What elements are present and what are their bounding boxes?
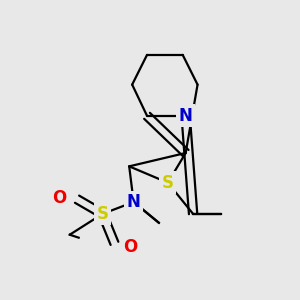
- Text: N: N: [179, 107, 193, 125]
- Text: O: O: [123, 238, 137, 256]
- Text: S: S: [162, 174, 174, 192]
- Text: S: S: [96, 205, 108, 223]
- Text: O: O: [52, 189, 67, 207]
- Text: N: N: [127, 193, 141, 211]
